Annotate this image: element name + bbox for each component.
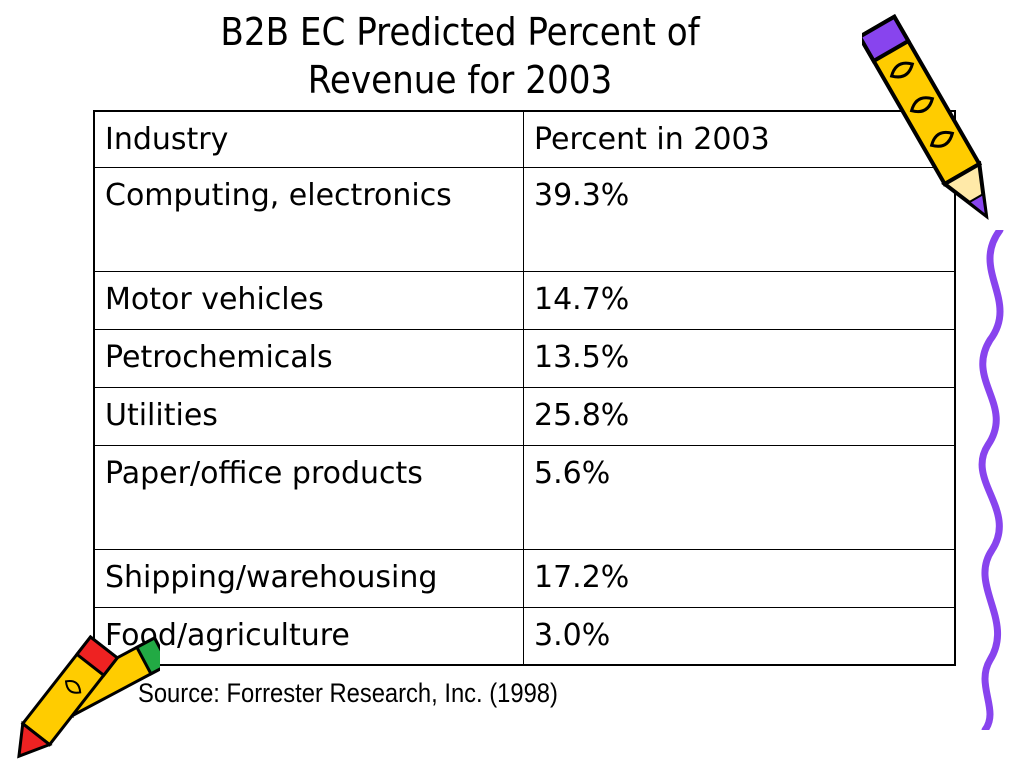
percent-cell: 5.6% — [523, 444, 956, 550]
percent-cell: 17.2% — [523, 548, 956, 608]
percent-cell: 3.0% — [523, 606, 956, 666]
industry-cell: Petrochemicals — [93, 328, 524, 388]
industry-cell: Computing, electronics — [93, 166, 524, 272]
industry-cell: Motor vehicles — [93, 270, 524, 330]
table-row: Motor vehicles 14.7% — [93, 270, 956, 330]
header-industry: Industry — [93, 110, 524, 168]
percent-cell: 25.8% — [523, 386, 956, 446]
squiggle-line-clipart — [978, 230, 1004, 730]
title-line-2: Revenue for 2003 — [307, 58, 613, 102]
table-row: Utilities 25.8% — [93, 386, 956, 446]
percent-cell: 39.3% — [523, 166, 956, 272]
table-row: Food/agriculture 3.0% — [93, 606, 956, 666]
percent-cell: 14.7% — [523, 270, 956, 330]
source-note: Source: Forrester Research, Inc. (1998) — [138, 678, 558, 708]
table-header-row: Industry Percent in 2003 — [93, 110, 956, 168]
slide-title: B2B EC Predicted Percent of Revenue for … — [90, 8, 830, 104]
percent-cell: 13.5% — [523, 328, 956, 388]
industry-cell: Shipping/warehousing — [93, 548, 524, 608]
table-row: Shipping/warehousing 17.2% — [93, 548, 956, 608]
industry-cell: Utilities — [93, 386, 524, 446]
revenue-table: Industry Percent in 2003 Computing, elec… — [93, 110, 956, 666]
header-percent: Percent in 2003 — [523, 110, 956, 168]
table-row: Petrochemicals 13.5% — [93, 328, 956, 388]
title-line-1: B2B EC Predicted Percent of — [220, 10, 700, 54]
industry-cell: Paper/office products — [93, 444, 524, 550]
pencil-clipart-icon — [862, 14, 989, 221]
table-row: Computing, electronics 39.3% — [93, 166, 956, 272]
crayons-clipart-icon — [17, 634, 160, 759]
industry-cell: Food/agriculture — [93, 606, 524, 666]
table-row: Paper/office products 5.6% — [93, 444, 956, 550]
